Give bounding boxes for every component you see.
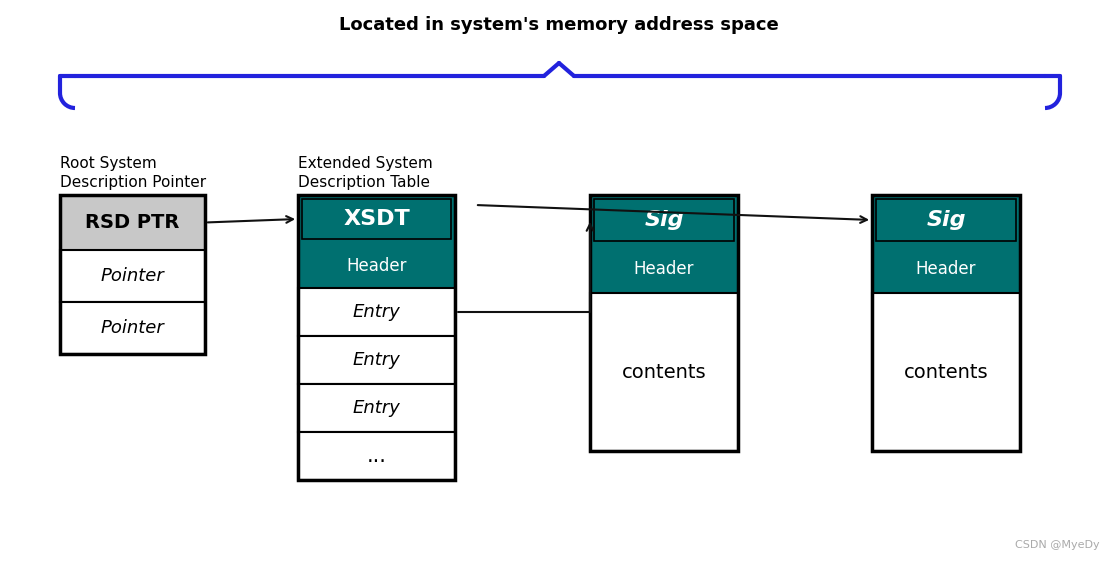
Bar	[299, 195, 455, 288]
Bar	[299, 288, 455, 336]
Bar	[299, 432, 455, 480]
Bar	[299, 336, 455, 384]
Text: contents: contents	[903, 362, 988, 382]
Text: Entry: Entry	[352, 351, 400, 369]
Text: Pointer: Pointer	[101, 267, 164, 285]
Text: RSD PTR: RSD PTR	[85, 213, 180, 232]
Bar	[60, 195, 205, 250]
Text: Located in system's memory address space: Located in system's memory address space	[339, 16, 779, 34]
Text: ...: ...	[367, 446, 387, 466]
Text: Header: Header	[347, 257, 407, 274]
Text: Header: Header	[916, 260, 976, 278]
Bar	[594, 199, 735, 241]
Bar	[590, 293, 738, 451]
Bar	[872, 195, 1020, 293]
Bar	[299, 384, 455, 432]
Text: Header: Header	[634, 260, 694, 278]
Text: Sig: Sig	[644, 210, 684, 230]
Bar	[590, 195, 738, 451]
Bar	[872, 293, 1020, 451]
Bar	[60, 302, 205, 354]
Text: Entry: Entry	[352, 399, 400, 417]
Bar	[60, 195, 205, 354]
Text: Entry: Entry	[352, 303, 400, 321]
Text: XSDT: XSDT	[343, 209, 410, 229]
Bar	[302, 199, 451, 239]
Bar	[877, 199, 1016, 241]
Text: contents: contents	[622, 362, 707, 382]
Text: CSDN @MyeDy: CSDN @MyeDy	[1015, 540, 1100, 550]
Text: Extended System
Description Table: Extended System Description Table	[299, 156, 433, 190]
Bar	[590, 195, 738, 293]
Text: Pointer: Pointer	[101, 319, 164, 337]
Bar	[299, 195, 455, 480]
Bar	[60, 250, 205, 302]
Text: Root System
Description Pointer: Root System Description Pointer	[60, 156, 206, 190]
Bar	[872, 195, 1020, 451]
Text: Sig: Sig	[926, 210, 966, 230]
